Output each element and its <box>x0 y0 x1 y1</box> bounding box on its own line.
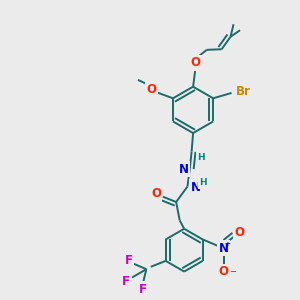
Text: F: F <box>124 254 133 267</box>
Text: O: O <box>190 56 200 69</box>
Text: F: F <box>139 283 147 296</box>
Text: Br: Br <box>236 85 250 98</box>
Text: N: N <box>218 242 229 255</box>
Text: O: O <box>218 265 229 278</box>
Text: −: − <box>230 267 236 276</box>
Text: N: N <box>191 181 201 194</box>
Text: O: O <box>147 83 157 96</box>
Text: O: O <box>234 226 244 239</box>
Text: F: F <box>122 275 130 288</box>
Text: H: H <box>199 178 207 188</box>
Text: O: O <box>151 187 161 200</box>
Text: +: + <box>225 241 231 247</box>
Text: H: H <box>197 153 205 162</box>
Text: N: N <box>179 163 189 176</box>
